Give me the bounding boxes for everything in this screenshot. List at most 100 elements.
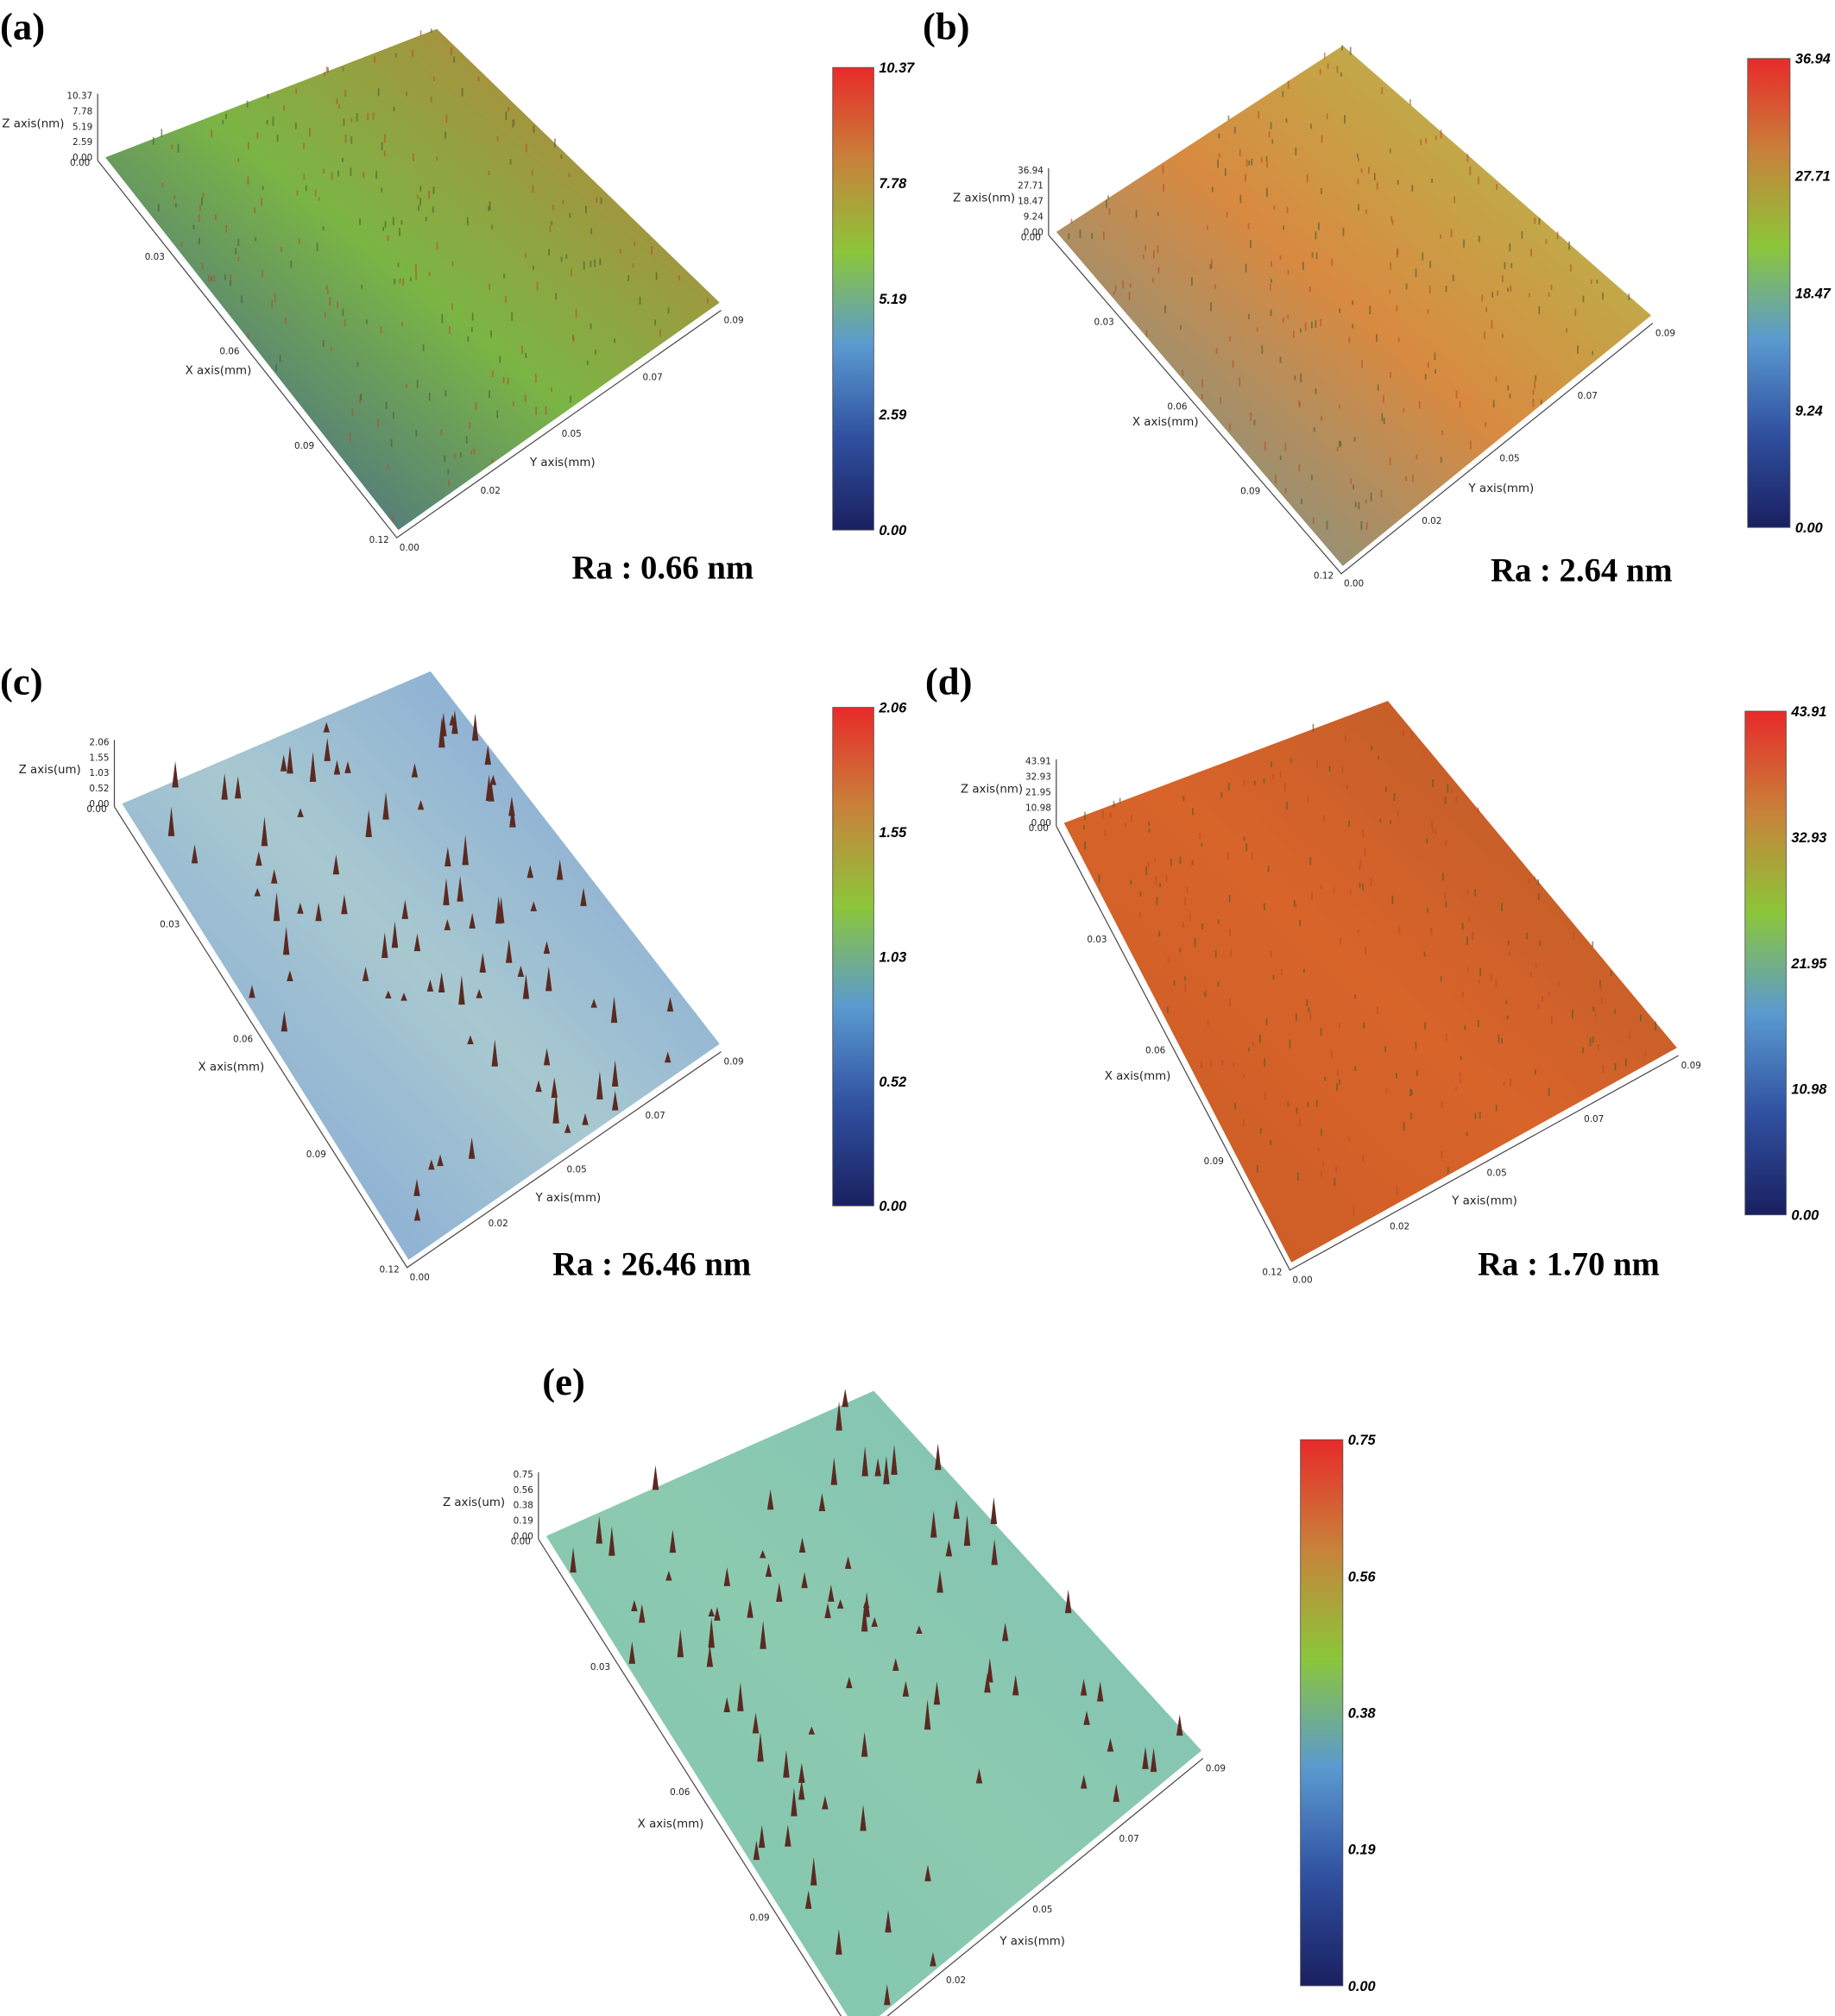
spike xyxy=(596,1071,603,1099)
roughness-label: Ra : 26.46 nm xyxy=(552,1247,751,1283)
spike xyxy=(444,919,451,930)
spike xyxy=(413,1207,421,1221)
spike xyxy=(842,1389,848,1408)
panel-label: (c) xyxy=(0,660,43,703)
spike xyxy=(1107,1737,1114,1752)
surface xyxy=(545,1390,1202,2016)
z-tick-label: 0.00 xyxy=(514,1531,533,1541)
colorbar-tick-label: 0.75 xyxy=(1348,1433,1377,1448)
spike xyxy=(810,1856,817,1886)
axis-frame xyxy=(1056,825,1679,1271)
spike xyxy=(324,737,331,761)
spike xyxy=(270,869,278,884)
colorbar-tick-label: 0.52 xyxy=(879,1074,906,1090)
x-tick-label: 0.06 xyxy=(233,1035,253,1045)
spike xyxy=(804,1890,812,1909)
spike xyxy=(652,1465,659,1490)
z-tick-label: 9.24 xyxy=(1024,211,1044,222)
spike xyxy=(471,713,479,741)
x-tick-label: 0.03 xyxy=(145,252,165,262)
y-tick-label: 0.02 xyxy=(1390,1221,1409,1232)
y-tick-label: 0.09 xyxy=(1206,1763,1226,1773)
spike xyxy=(924,1699,931,1730)
spike xyxy=(462,835,469,866)
panel: (c) 0.00 0.03 0.06 0.09 0.12 0.00 0.02 0.05 0.07 0… xyxy=(0,660,907,1283)
x-tick-label: 0.00 xyxy=(1021,232,1041,243)
spike xyxy=(1176,1714,1183,1736)
z-tick-label: 43.91 xyxy=(1025,757,1051,767)
spike xyxy=(426,979,434,992)
spike xyxy=(714,1606,721,1621)
spike xyxy=(596,1515,602,1544)
spike xyxy=(798,1762,805,1783)
y-tick-label: 0.07 xyxy=(1584,1114,1604,1125)
colorbar-tick-label: 18.47 xyxy=(1795,286,1832,301)
z-axis-label: Z axis(um) xyxy=(19,764,81,777)
roughness-label: Ra : 2.64 nm xyxy=(1491,553,1673,589)
surface xyxy=(1063,701,1677,1263)
spike xyxy=(860,1804,867,1831)
surface-texture xyxy=(152,28,709,521)
spike xyxy=(428,1159,435,1170)
spike xyxy=(382,932,388,959)
x-tick-label: 0.06 xyxy=(670,1787,690,1798)
spike xyxy=(758,1824,766,1849)
z-tick-label: 0.38 xyxy=(514,1501,533,1511)
spike xyxy=(984,1673,991,1693)
spike xyxy=(975,1767,983,1784)
spike xyxy=(261,816,268,847)
colorbar-tick-label: 0.19 xyxy=(1348,1843,1377,1858)
spike xyxy=(417,799,425,810)
panel: (b) 0.00 0.03 0.06 0.09 0.12 0.00 0.02 0.05 0.07 0… xyxy=(923,4,1832,589)
spike xyxy=(479,953,486,973)
z-tick-label: 0.19 xyxy=(514,1516,533,1527)
spike xyxy=(476,989,482,999)
spike xyxy=(508,796,515,816)
spike xyxy=(1012,1674,1019,1696)
axis-frame xyxy=(538,1539,1204,2016)
spike xyxy=(737,1682,744,1711)
z-tick-label: 27.71 xyxy=(1018,181,1044,192)
spike xyxy=(443,878,450,905)
colorbar-tick-label: 0.00 xyxy=(1791,1208,1819,1224)
spike xyxy=(522,973,530,999)
spike xyxy=(785,1824,791,1847)
spike xyxy=(1142,1747,1149,1769)
panel: (a) 0.00 0.03 0.06 0.09 0.12 0.00 0.02 0.05 0.07 0… xyxy=(0,4,915,586)
spike xyxy=(723,1566,731,1586)
spike xyxy=(1080,1774,1088,1789)
spike xyxy=(401,899,409,919)
y-tick-label: 0.02 xyxy=(1422,516,1441,526)
spike xyxy=(590,999,597,1008)
spike xyxy=(287,746,293,774)
y-tick-label: 0.02 xyxy=(481,486,501,496)
z-tick-label: 10.98 xyxy=(1025,803,1051,813)
spike xyxy=(323,721,330,733)
spike xyxy=(172,760,179,788)
y-tick-label: 0.05 xyxy=(1499,454,1519,464)
spike xyxy=(818,1493,826,1512)
spike xyxy=(936,1570,943,1593)
z-axis-label: Z axis(nm) xyxy=(2,117,64,130)
spike xyxy=(783,1749,790,1778)
spike xyxy=(580,887,587,906)
colorbar-tick-label: 21.95 xyxy=(1790,956,1827,972)
spike xyxy=(391,921,399,948)
spike xyxy=(924,1864,931,1881)
x-tick-label: 0.00 xyxy=(1029,823,1049,834)
spike xyxy=(934,1443,942,1471)
z-tick-label: 0.00 xyxy=(1024,227,1044,237)
axis-frame xyxy=(1048,234,1654,575)
spike xyxy=(706,1645,714,1667)
spike xyxy=(708,1617,715,1648)
spike xyxy=(861,1731,868,1757)
z-tick-label: 0.52 xyxy=(89,784,109,794)
colorbar-tick-label: 2.59 xyxy=(878,407,907,423)
spike xyxy=(753,1840,760,1861)
z-tick-label: 7.78 xyxy=(73,106,92,117)
x-tick-label: 0.09 xyxy=(749,1913,769,1924)
z-tick-label: 2.06 xyxy=(89,737,109,747)
surface-texture xyxy=(1083,723,1657,1217)
colorbar-tick-label: 7.78 xyxy=(879,176,907,192)
surface xyxy=(105,28,720,531)
